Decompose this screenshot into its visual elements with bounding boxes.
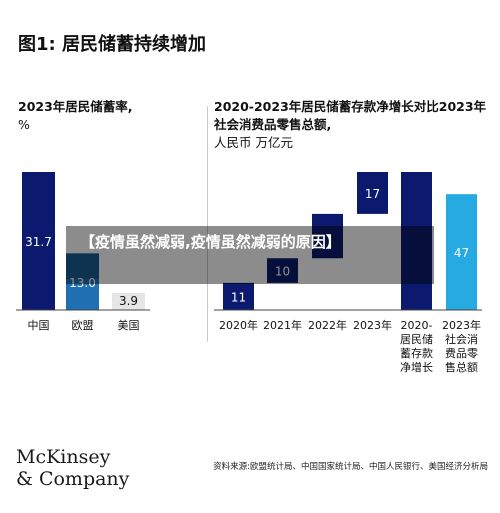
left-bar-0	[22, 172, 55, 310]
right-value-label-5: 47	[454, 246, 469, 260]
left-chart-title-text: 2023年居民储蓄率,	[18, 99, 133, 114]
left-value-label-2: 3.9	[119, 294, 138, 308]
left-value-label-1: 13.0	[69, 276, 96, 290]
left-bar-1-top	[66, 253, 99, 279]
left-bar-2	[112, 293, 145, 310]
right-bar-0	[223, 282, 254, 310]
mckinsey-logo: McKinsey & Company	[16, 446, 129, 490]
right-value-label-1: 10	[275, 265, 290, 279]
right-category-label-3: 2023年	[353, 318, 392, 332]
left-category-label-1: 欧盟	[72, 319, 94, 332]
overlay-banner	[66, 226, 434, 284]
left-chart-unit: %	[18, 117, 30, 132]
right-bar-4	[401, 172, 432, 310]
right-chart-title: 2020-2023年居民储蓄存款净增长对比2023年社会消费品零售总额, 人民币…	[214, 98, 494, 152]
source-note: 资料来源:欧盟统计局、中国国家统计局、中国人民银行、美国经济分析局	[213, 462, 488, 472]
right-bar-3	[357, 172, 388, 214]
chart-divider	[207, 106, 208, 342]
right-chart-unit: 人民币 万亿元	[214, 135, 293, 150]
right-bar-5	[446, 194, 477, 310]
figure-title: 图1: 居民储蓄持续增加	[18, 34, 206, 55]
left-category-label-2: 美国	[118, 319, 140, 332]
right-category-label-1: 2021年	[263, 318, 302, 332]
left-category-label-0: 中国	[28, 319, 50, 332]
right-chart-title-text: 2020-2023年居民储蓄存款净增长对比2023年社会消费品零售总额,	[214, 99, 487, 132]
right-bar-2	[312, 213, 343, 259]
right-bar-1	[267, 258, 298, 283]
brand-line-1: McKinsey	[16, 446, 111, 468]
right-category-label-2: 2022年	[308, 318, 347, 332]
overlay-banner-text: 【疫情虽然减弱,疫情虽然减弱的原因】	[80, 233, 341, 251]
right-value-label-3: 17	[365, 187, 380, 201]
right-value-label-0: 11	[231, 290, 246, 304]
brand-line-2: & Company	[16, 468, 130, 490]
left-chart-title: 2023年居民储蓄率, %	[18, 98, 198, 134]
left-value-label-0: 31.7	[25, 235, 52, 249]
right-category-label-5: 2023年社会消费品零售总额	[442, 318, 481, 374]
right-category-label-4: 2020-居民储蓄存款净增长	[400, 319, 433, 374]
right-category-label-0: 2020年	[219, 318, 258, 332]
